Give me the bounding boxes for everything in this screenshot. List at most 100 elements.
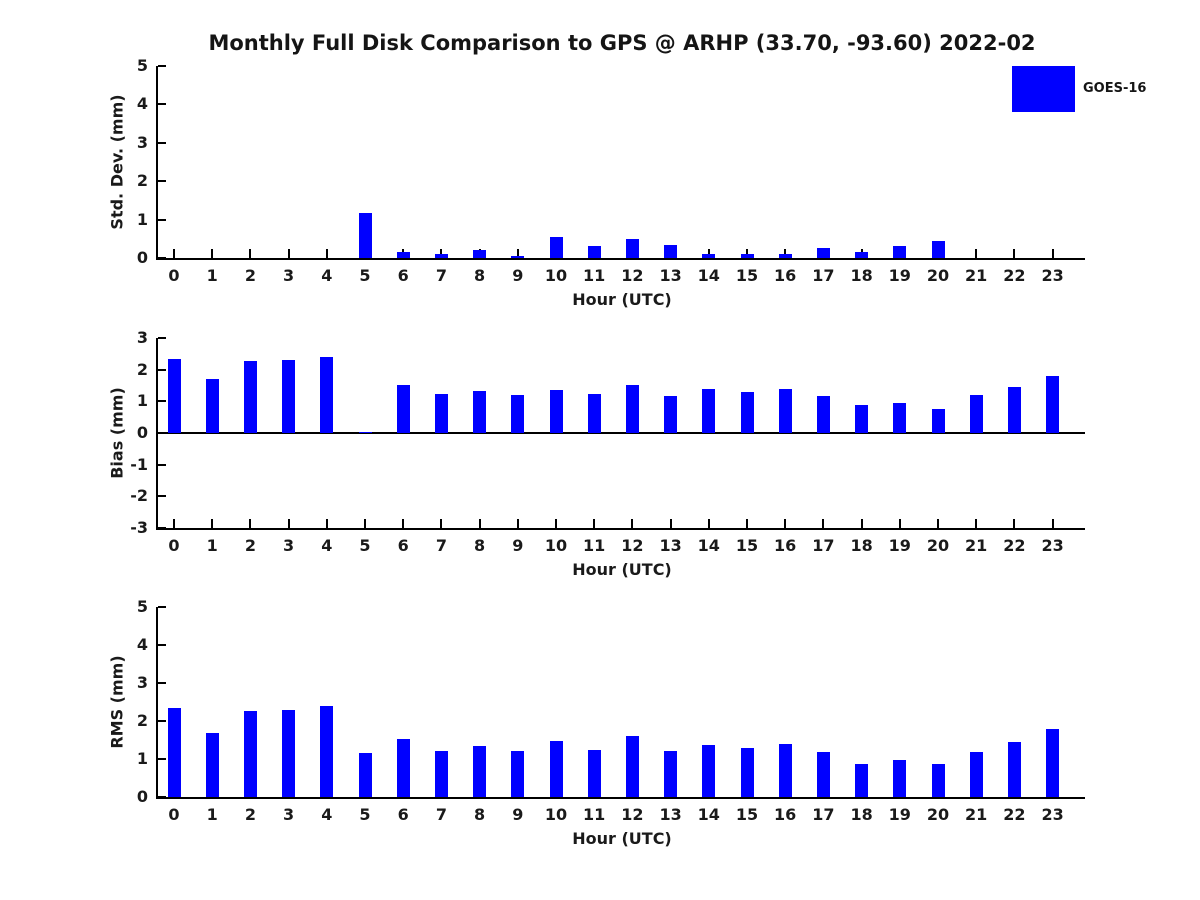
bar-hour-8 — [473, 249, 487, 258]
x-tick-label: 17 — [812, 805, 835, 824]
y-tick — [158, 218, 166, 221]
y-tick-label: -2 — [130, 486, 148, 506]
y-tick — [158, 257, 166, 259]
x-tick — [249, 249, 252, 258]
x-tick — [516, 249, 519, 258]
x-tick — [1013, 249, 1016, 258]
bar-hour-7 — [434, 254, 448, 258]
x-tick — [325, 249, 328, 258]
zero-line — [158, 432, 1085, 434]
x-tick — [402, 519, 405, 528]
y-axis-spine — [156, 338, 158, 530]
bar-hour-0 — [167, 708, 181, 797]
y-tick — [158, 527, 166, 529]
y-tick-label: 1 — [136, 209, 148, 229]
x-tick — [784, 519, 787, 528]
y-tick — [158, 463, 166, 466]
y-tick-label: 1 — [136, 749, 148, 768]
y-tick — [158, 606, 166, 608]
y-tick-label: 4 — [136, 635, 148, 654]
y-tick-label: -3 — [130, 518, 148, 537]
y-tick-label: 5 — [136, 56, 148, 75]
x-tick-label: 5 — [359, 266, 371, 285]
y-tick-label: 3 — [136, 132, 148, 152]
legend-swatch-goes16 — [1012, 66, 1075, 112]
bar-hour-0 — [167, 359, 181, 433]
x-tick-label: 0 — [168, 536, 180, 555]
bar-hour-2 — [243, 711, 257, 797]
x-tick — [822, 519, 825, 528]
x-tick-label: 21 — [965, 266, 988, 285]
x-axis-spine — [156, 528, 1085, 530]
bar-hour-20 — [931, 763, 945, 797]
y-tick — [158, 432, 166, 434]
y-tick — [158, 796, 166, 798]
bar-hour-8 — [473, 746, 487, 797]
y-tick-label: 3 — [136, 328, 148, 347]
bar-hour-2 — [243, 361, 257, 433]
x-tick-label: 8 — [474, 266, 486, 285]
bar-hour-14 — [702, 254, 716, 258]
x-tick-label: 1 — [206, 266, 218, 285]
bar-hour-1 — [205, 379, 219, 433]
y-tick — [158, 368, 166, 371]
bar-hour-7 — [434, 394, 448, 433]
x-tick-label: 13 — [659, 536, 682, 555]
x-tick-label: 18 — [850, 805, 873, 824]
x-tick-label: 16 — [774, 805, 797, 824]
bar-hour-18 — [855, 763, 869, 797]
x-tick-label: 15 — [735, 805, 759, 824]
y-tick-label: 3 — [136, 673, 148, 692]
bar-hour-11 — [587, 246, 601, 258]
chart-title: Monthly Full Disk Comparison to GPS @ AR… — [208, 31, 1036, 55]
y-axis-spine — [156, 607, 158, 799]
bar-hour-19 — [893, 759, 907, 797]
y-tick-label: 1 — [136, 391, 148, 411]
x-tick — [249, 519, 252, 528]
bar-hour-1 — [205, 732, 219, 797]
x-tick-label: 19 — [888, 536, 911, 555]
bar-hour-18 — [855, 404, 869, 433]
x-axis-label: Hour (UTC) — [572, 560, 672, 579]
x-tick-label: 17 — [812, 266, 835, 285]
y-tick — [158, 495, 166, 498]
x-tick-label: 11 — [583, 266, 606, 285]
bar-hour-14 — [702, 389, 716, 433]
x-tick-label: 5 — [359, 805, 371, 824]
x-tick-label: 7 — [435, 266, 447, 285]
y-tick-label: 2 — [136, 171, 148, 191]
x-tick — [898, 519, 901, 528]
x-axis-spine — [156, 258, 1085, 260]
x-tick-label: 5 — [359, 536, 371, 555]
bar-hour-22 — [1007, 741, 1021, 797]
x-tick-label: 0 — [168, 266, 180, 285]
bar-hour-16 — [778, 388, 792, 433]
bar-hour-13 — [664, 750, 678, 797]
bar-hour-12 — [625, 736, 639, 797]
x-tick-label: 20 — [926, 805, 950, 824]
bar-hour-11 — [587, 394, 601, 433]
x-tick-label: 4 — [321, 266, 333, 285]
x-tick-label: 2 — [244, 266, 256, 285]
x-tick-label: 9 — [512, 536, 524, 555]
bar-hour-7 — [434, 750, 448, 797]
bar-hour-23 — [1046, 376, 1060, 433]
x-tick — [287, 249, 290, 258]
bar-hour-20 — [931, 408, 945, 433]
x-tick — [707, 249, 710, 258]
x-tick-label: 8 — [474, 805, 486, 824]
x-axis-label: Hour (UTC) — [572, 829, 672, 848]
x-tick-label: 10 — [544, 805, 568, 824]
y-tick-label: 0 — [136, 248, 148, 267]
bar-hour-19 — [893, 245, 907, 258]
x-tick-label: 6 — [397, 266, 409, 285]
x-tick-label: 12 — [621, 536, 644, 555]
x-tick-label: 23 — [1041, 805, 1064, 824]
x-tick — [784, 249, 787, 258]
x-tick-label: 15 — [735, 266, 759, 285]
x-tick — [707, 519, 710, 528]
y-tick — [158, 682, 166, 684]
bar-hour-17 — [816, 248, 830, 258]
bar-hour-5 — [358, 752, 372, 797]
bar-hour-6 — [396, 738, 410, 797]
